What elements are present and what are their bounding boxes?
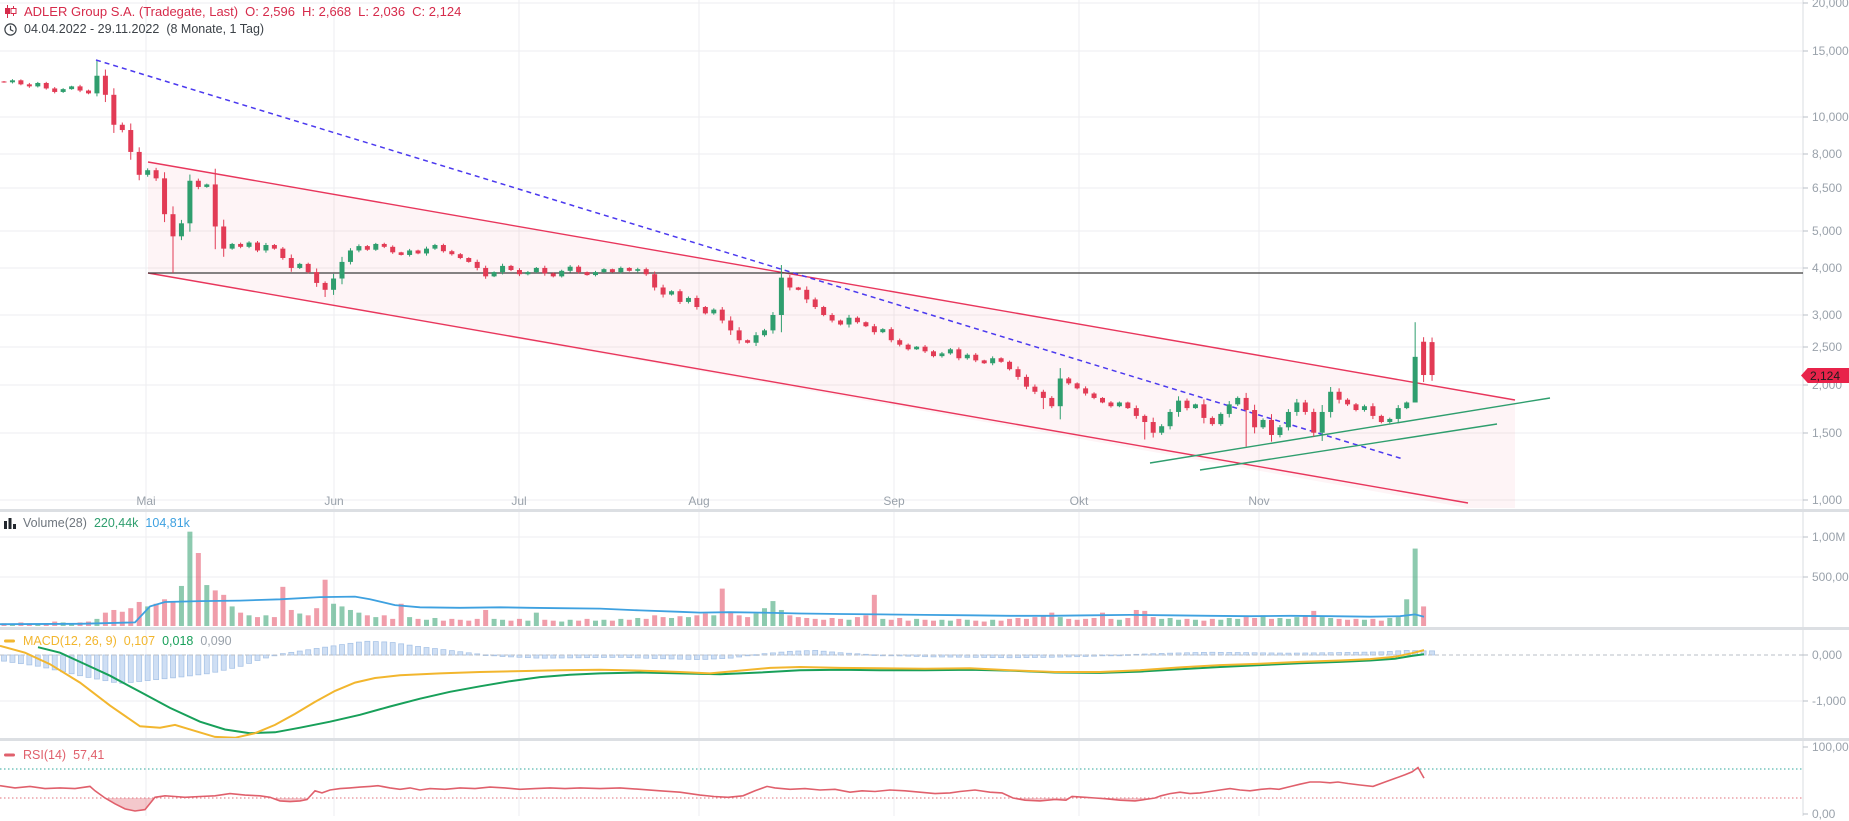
value-axis-label[interactable]: 1,00M <box>1812 530 1846 544</box>
rsi-value: 57,41 <box>73 748 105 762</box>
macd-dash-icon <box>4 638 16 644</box>
axis-ticks <box>1803 2 1808 815</box>
symbol-title: ADLER Group S.A. (Tradegate, Last) <box>24 4 239 19</box>
symbol-legend[interactable]: ADLER Group S.A. (Tradegate, Last) O: 2,… <box>4 4 461 19</box>
value-axis-label[interactable]: 1,000 <box>1812 493 1843 507</box>
ohlc-open: O: 2,596 <box>245 4 295 19</box>
time-axis-label[interactable]: Sep <box>883 494 905 508</box>
volume-bars-icon <box>4 517 16 529</box>
macd-line <box>0 644 1425 739</box>
ohlc-high: H: 2,668 <box>302 4 352 19</box>
date-range-row[interactable]: 04.04.2022 - 29.11.2022 (8 Monate, 1 Tag… <box>4 22 264 36</box>
macd-label: MACD(12, 26, 9) <box>23 634 117 648</box>
macd-hist-value: 0,090 <box>200 634 232 648</box>
ohlc-low: L: 2,036 <box>358 4 406 19</box>
pane-separator[interactable] <box>0 738 1849 741</box>
price-pane <box>95 59 1803 508</box>
pane-separator[interactable] <box>0 627 1849 630</box>
volume-legend[interactable]: Volume(28) 220,44k 104,81k <box>4 516 190 530</box>
green-uptrend-line-lower <box>1199 423 1498 471</box>
value-axis-label[interactable]: 4,000 <box>1812 261 1843 275</box>
rsi-legend[interactable]: RSI(14) 57,41 <box>4 748 104 762</box>
green-uptrend-line-upper <box>1149 397 1551 464</box>
value-axis-label[interactable]: 5,000 <box>1812 224 1843 238</box>
macd-signal-value: 0,018 <box>162 634 194 648</box>
value-axis-label[interactable]: 100,00 <box>1812 740 1849 754</box>
rsi-line <box>0 766 1425 812</box>
date-range: 04.04.2022 - 29.11.2022 <box>24 22 160 36</box>
date-duration: (8 Monate, 1 Tag) <box>166 22 265 36</box>
clock-icon <box>4 22 17 36</box>
value-axis-label[interactable]: 500,00 <box>1812 570 1849 584</box>
value-axis-label[interactable]: 1,500 <box>1812 426 1843 440</box>
value-axis-label[interactable]: -1,000 <box>1812 694 1847 708</box>
volume-ma-value: 104,81k <box>145 516 190 530</box>
value-axis-label[interactable]: 20,000 <box>1812 0 1849 10</box>
gridlines <box>0 0 1804 816</box>
candles-layer <box>1 60 1435 447</box>
rsi-oversold-fill <box>0 798 1424 811</box>
macd-value: 0,107 <box>123 634 156 648</box>
macd-signal-line <box>37 646 1425 735</box>
value-axis-label[interactable]: 15,000 <box>1812 44 1849 58</box>
rsi-dash-icon <box>4 752 16 758</box>
last-price-badge: 2,124 <box>1801 368 1849 383</box>
time-axis-label[interactable]: Nov <box>1248 494 1270 508</box>
time-axis-label[interactable]: Okt <box>1069 494 1089 508</box>
macd-histogram-layer <box>1 640 1435 684</box>
macd-legend[interactable]: MACD(12, 26, 9) 0,107 0,018 0,090 <box>4 634 232 648</box>
dashed-downtrend-line <box>95 59 1404 460</box>
time-axis-label[interactable]: Jun <box>324 494 344 508</box>
pane-separator[interactable] <box>0 509 1849 512</box>
volume-current-value: 220,44k <box>93 516 139 530</box>
value-axis-label[interactable]: 3,000 <box>1812 308 1843 322</box>
channel-top-line <box>147 161 1516 401</box>
volume-label: Volume(28) <box>23 516 87 530</box>
value-axis-label[interactable]: 0,00 <box>1812 807 1836 821</box>
trend-channel-fill <box>148 162 1515 508</box>
value-axis-label[interactable]: 8,000 <box>1812 147 1843 161</box>
value-axis-label[interactable]: 6,500 <box>1812 181 1843 195</box>
ohlc-close: C: 2,124 <box>412 4 462 19</box>
time-axis-label[interactable]: Mai <box>136 494 156 508</box>
channel-bottom-line <box>147 272 1469 504</box>
value-axis-label[interactable]: 2,500 <box>1812 340 1843 354</box>
time-axis-label[interactable]: Jul <box>511 494 527 508</box>
rsi-label: RSI(14) <box>23 748 67 762</box>
time-axis-label[interactable]: Aug <box>688 494 710 508</box>
value-axis-label[interactable]: 0,000 <box>1812 648 1843 662</box>
value-axis-label[interactable]: 10,000 <box>1812 110 1849 124</box>
candlestick-icon <box>4 5 17 18</box>
volume-ma-line <box>0 595 1425 626</box>
